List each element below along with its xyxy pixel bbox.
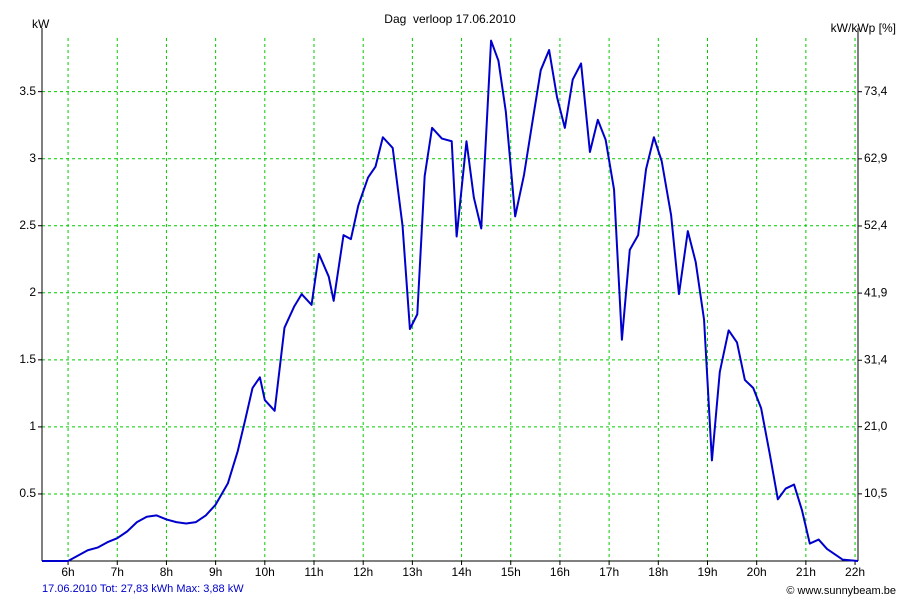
x-tick-label: 22h (845, 565, 865, 579)
y-tick-label: 3 (29, 151, 36, 165)
x-tick-label: 9h (209, 565, 222, 579)
x-tick-label: 19h (697, 565, 717, 579)
y2-tick-label: 73,4 (864, 84, 888, 98)
y-tick-label: 2 (29, 285, 36, 299)
y-tick-label: 1 (29, 419, 36, 433)
x-tick-label: 17h (599, 565, 619, 579)
x-tick-label: 16h (550, 565, 570, 579)
y2-tick-label: 62,9 (864, 151, 888, 165)
y2-tick-label: 52,4 (864, 218, 888, 232)
chart-title: Dag verloop 17.06.2010 (384, 12, 516, 26)
footer-credit: © www.sunnybeam.be (786, 585, 896, 597)
y-tick-label: 2.5 (19, 218, 36, 232)
y2-tick-label: 31,4 (864, 352, 888, 366)
x-tick-label: 8h (160, 565, 173, 579)
x-tick-label: 20h (747, 565, 767, 579)
x-tick-label: 11h (304, 565, 323, 579)
y-axis-label: kW (32, 17, 50, 31)
x-tick-label: 15h (501, 565, 521, 579)
y-tick-label: 1.5 (19, 352, 36, 366)
x-tick-label: 14h (452, 565, 472, 579)
x-tick-label: 7h (111, 565, 124, 579)
x-tick-label: 13h (402, 565, 422, 579)
y2-axis-label: kW/kWp [%] (831, 21, 896, 35)
y2-tick-label: 10,5 (864, 486, 888, 500)
x-tick-label: 12h (353, 565, 373, 579)
x-tick-label: 10h (255, 565, 275, 579)
y2-tick-label: 21,0 (864, 419, 888, 433)
x-tick-label: 18h (648, 565, 668, 579)
data-line (42, 39, 859, 562)
footer-summary: 17.06.2010 Tot: 27,83 kWh Max: 3,88 kW (42, 583, 244, 595)
x-tick-label: 21h (796, 565, 816, 579)
y-tick-label: 0.5 (19, 486, 36, 500)
y2-tick-label: 41,9 (864, 285, 888, 299)
y-tick-label: 3.5 (19, 84, 36, 98)
x-tick-label: 6h (61, 565, 74, 579)
